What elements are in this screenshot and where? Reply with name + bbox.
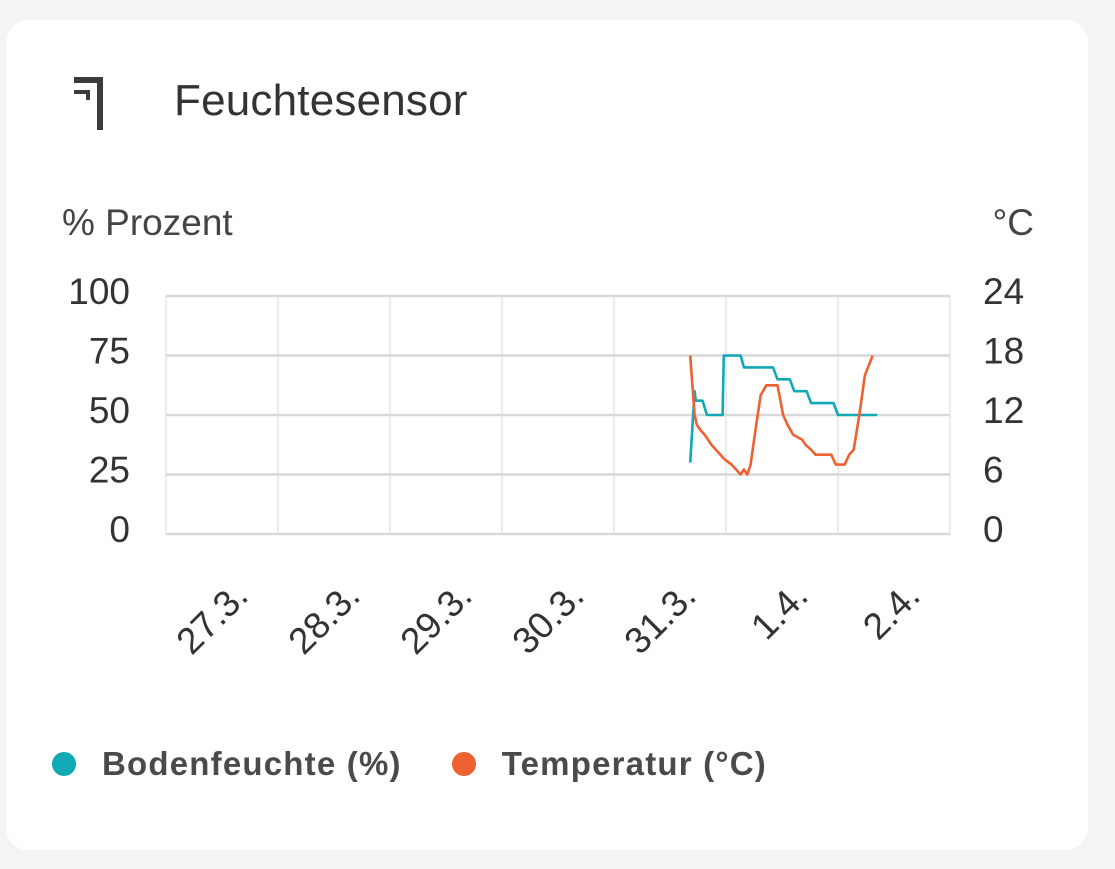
- x-tick-label: 2.4.: [855, 575, 928, 648]
- right-y-tick-label: 12: [983, 390, 1024, 431]
- legend-dot-soil-moisture: [52, 752, 76, 776]
- x-tick-label: 1.4.: [743, 575, 816, 648]
- x-tick-label: 29.3.: [392, 575, 479, 662]
- series-line-1: [688, 355, 874, 476]
- legend-label-temperature: Temperatur (°C): [501, 745, 767, 782]
- right-y-tick-label: 0: [983, 509, 1004, 550]
- x-tick-label: 28.3.: [280, 575, 367, 662]
- right-y-tick-label: 24: [983, 271, 1024, 312]
- sensor-card: [6, 20, 1088, 850]
- legend-dot-temperature: [451, 752, 476, 776]
- right-axis-title: °C: [992, 202, 1034, 243]
- chart-legend: Bodenfeuchte (%) Temperatur (°C): [52, 745, 817, 783]
- series-line-0: [688, 354, 878, 463]
- x-tick-label: 30.3.: [504, 575, 591, 662]
- legend-label-soil-moisture: Bodenfeuchte (%): [102, 745, 402, 782]
- card-title: Feuchtesensor: [174, 76, 468, 125]
- right-y-tick-label: 18: [983, 330, 1024, 371]
- right-y-tick-label: 6: [983, 449, 1004, 490]
- left-y-tick-label: 75: [89, 330, 130, 371]
- left-y-tick-label: 0: [109, 509, 130, 550]
- x-tick-label: 27.3.: [168, 575, 255, 662]
- left-y-tick-label: 25: [89, 449, 130, 490]
- legend-item-temperature[interactable]: Temperatur (°C): [451, 745, 767, 783]
- legend-item-soil-moisture[interactable]: Bodenfeuchte (%): [52, 745, 402, 783]
- left-y-tick-label: 100: [68, 271, 130, 312]
- x-tick-label: 31.3.: [616, 575, 703, 662]
- sensor-bracket-icon: [74, 77, 103, 130]
- left-y-tick-label: 50: [89, 390, 130, 431]
- left-axis-title: % Prozent: [62, 202, 233, 243]
